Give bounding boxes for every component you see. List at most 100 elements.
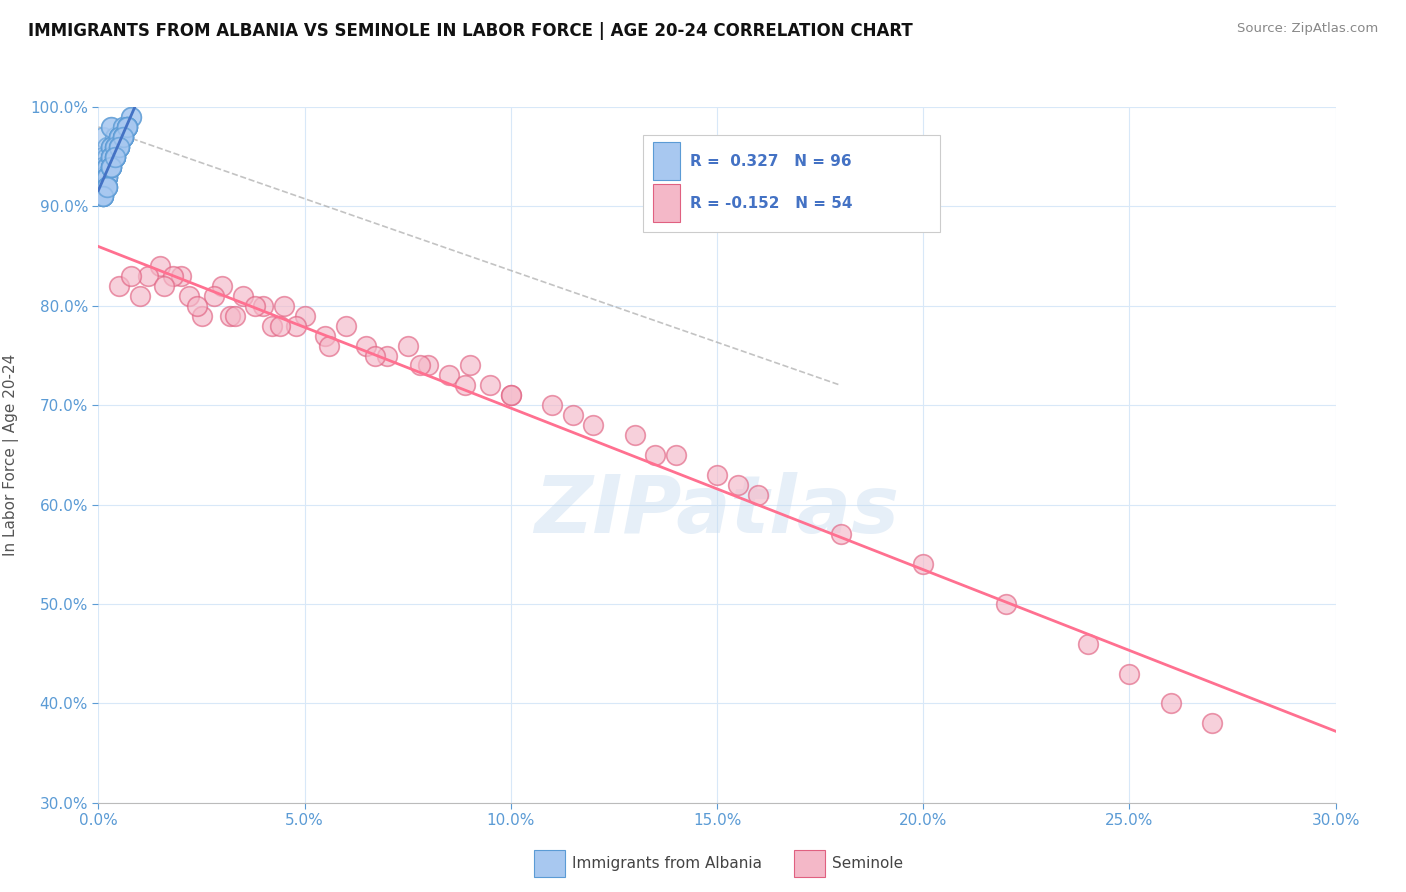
Point: [1118, 666, 1140, 681]
Point: [91, 179, 114, 194]
Point: [499, 388, 522, 402]
Point: [273, 299, 295, 313]
Point: [96, 169, 118, 184]
Point: [335, 318, 357, 333]
Point: [104, 150, 127, 164]
Text: Immigrants from Albania: Immigrants from Albania: [572, 856, 762, 871]
Point: [409, 359, 432, 373]
Point: [117, 120, 139, 134]
Point: [91, 189, 114, 203]
Point: [541, 398, 564, 412]
Point: [232, 289, 254, 303]
Point: [454, 378, 477, 392]
Point: [912, 558, 935, 572]
Point: [375, 349, 398, 363]
Point: [112, 129, 135, 144]
Point: [706, 467, 728, 482]
Point: [364, 349, 387, 363]
Point: [190, 309, 212, 323]
Point: [100, 160, 122, 174]
Y-axis label: In Labor Force | Age 20-24: In Labor Force | Age 20-24: [3, 354, 18, 556]
Bar: [652, 184, 681, 222]
Point: [104, 140, 127, 154]
Point: [91, 179, 114, 194]
Point: [104, 150, 127, 164]
Point: [104, 150, 127, 164]
Point: [91, 189, 114, 203]
Point: [108, 140, 131, 154]
Point: [104, 150, 127, 164]
Point: [100, 150, 122, 164]
Point: [994, 597, 1017, 611]
Point: [91, 160, 114, 174]
Point: [314, 328, 336, 343]
Point: [747, 488, 769, 502]
Point: [91, 189, 114, 203]
Point: [108, 140, 131, 154]
Point: [153, 279, 176, 293]
Point: [108, 129, 131, 144]
Point: [149, 259, 172, 273]
Point: [117, 120, 139, 134]
Point: [418, 359, 440, 373]
Point: [96, 160, 118, 174]
Point: [112, 129, 135, 144]
Point: [96, 179, 118, 194]
Point: [96, 179, 118, 194]
Point: [561, 408, 583, 422]
Point: [120, 268, 142, 283]
Point: [96, 179, 118, 194]
Point: [100, 160, 122, 174]
Text: ZIPatlas: ZIPatlas: [534, 472, 900, 549]
Point: [112, 129, 135, 144]
Point: [479, 378, 502, 392]
Point: [104, 140, 127, 154]
Point: [100, 160, 122, 174]
Point: [100, 120, 122, 134]
Point: [91, 150, 114, 164]
Point: [186, 299, 208, 313]
Point: [112, 120, 135, 134]
Point: [108, 140, 131, 154]
Point: [91, 189, 114, 203]
Point: [104, 140, 127, 154]
Point: [211, 279, 233, 293]
Point: [117, 120, 139, 134]
Point: [108, 140, 131, 154]
Point: [96, 169, 118, 184]
Point: [100, 150, 122, 164]
Point: [96, 160, 118, 174]
Point: [108, 129, 131, 144]
Point: [396, 338, 419, 352]
Point: [830, 527, 852, 541]
Point: [117, 120, 139, 134]
Point: [91, 179, 114, 194]
Point: [112, 129, 135, 144]
Point: [104, 150, 127, 164]
Point: [96, 169, 118, 184]
Point: [112, 129, 135, 144]
Point: [499, 388, 522, 402]
Point: [108, 140, 131, 154]
Point: [112, 120, 135, 134]
Point: [117, 120, 139, 134]
Point: [623, 428, 645, 442]
Point: [108, 129, 131, 144]
Point: [318, 338, 340, 352]
Point: [100, 120, 122, 134]
Point: [356, 338, 378, 352]
Point: [128, 289, 150, 303]
Point: [96, 140, 118, 154]
Point: [108, 140, 131, 154]
Point: [100, 140, 122, 154]
Point: [104, 150, 127, 164]
Point: [96, 179, 118, 194]
Point: [112, 129, 135, 144]
Point: [96, 169, 118, 184]
Point: [96, 150, 118, 164]
Point: [100, 160, 122, 174]
Point: [104, 129, 127, 144]
Point: [120, 110, 142, 124]
Point: [1201, 716, 1223, 731]
Point: [644, 448, 666, 462]
